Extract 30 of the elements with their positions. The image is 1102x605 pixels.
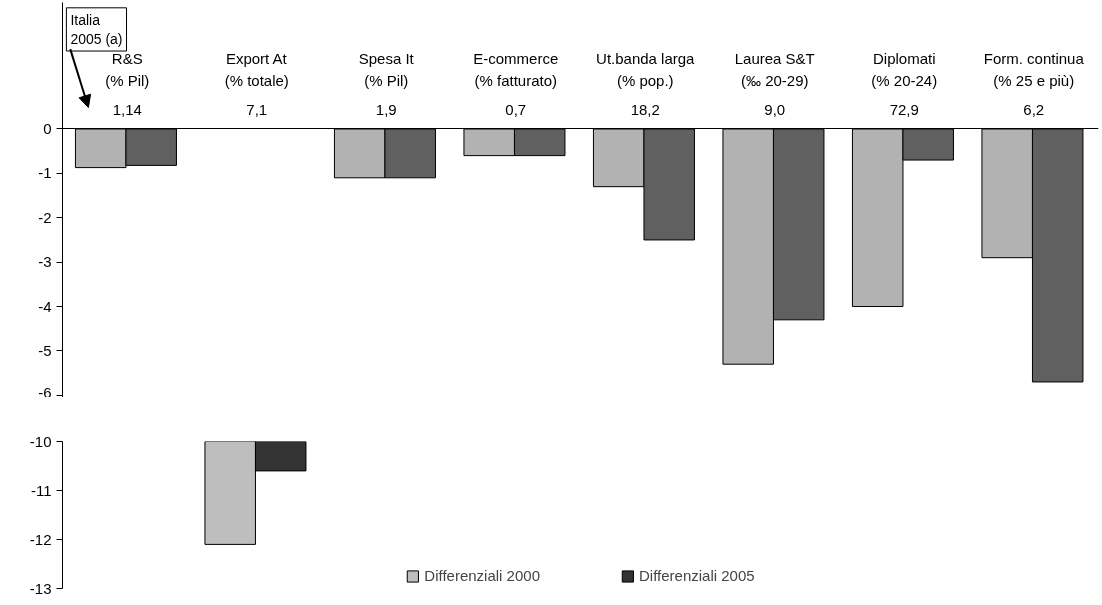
y-tick-label: -1	[38, 164, 52, 182]
y-tick-label: -6	[38, 383, 52, 401]
legend-label: Differenziali 2000	[424, 567, 540, 584]
legend-label: Differenziali 2005	[639, 567, 755, 584]
x-tick-label: Laurea S&T (‰ 20-29)	[734, 49, 815, 90]
x-tick-label: R&S (% Pil)	[105, 49, 150, 90]
y-tick-label: 0	[43, 119, 52, 137]
y-tick-label: -10	[29, 432, 52, 450]
y-tick-label: -13	[29, 579, 52, 597]
y-tick-label: -4	[38, 297, 52, 315]
x-tick-label: Spesa It (% Pil)	[358, 49, 415, 90]
annotation: 1,9	[375, 101, 397, 119]
x-tick-label: Ut.banda larga (% pop.)	[596, 49, 696, 90]
annotation: 72,9	[889, 101, 919, 119]
annotation: 6,2	[1023, 101, 1045, 119]
x-tick-label: Form. continua (% 25 e più)	[983, 49, 1085, 90]
annotation: 7,1	[246, 101, 268, 119]
y-tick-label: -5	[38, 341, 52, 359]
annotation: 1,14	[112, 101, 142, 119]
y-tick-label: -12	[29, 530, 52, 548]
annotation: 18,2	[630, 101, 660, 119]
y-tick-label: -2	[38, 208, 52, 226]
x-tick-label: Export At (% totale)	[224, 49, 289, 90]
y-tick-label: -3	[38, 253, 52, 271]
annotation: Italia 2005 (a)	[70, 11, 123, 48]
y-tick-label: -11	[30, 481, 52, 499]
annotation: 9,0	[764, 101, 786, 119]
x-tick-label: E-commerce (% fatturato)	[473, 49, 559, 90]
x-tick-label: Diplomati (% 20-24)	[871, 49, 938, 90]
annotation: 0,7	[505, 101, 527, 119]
